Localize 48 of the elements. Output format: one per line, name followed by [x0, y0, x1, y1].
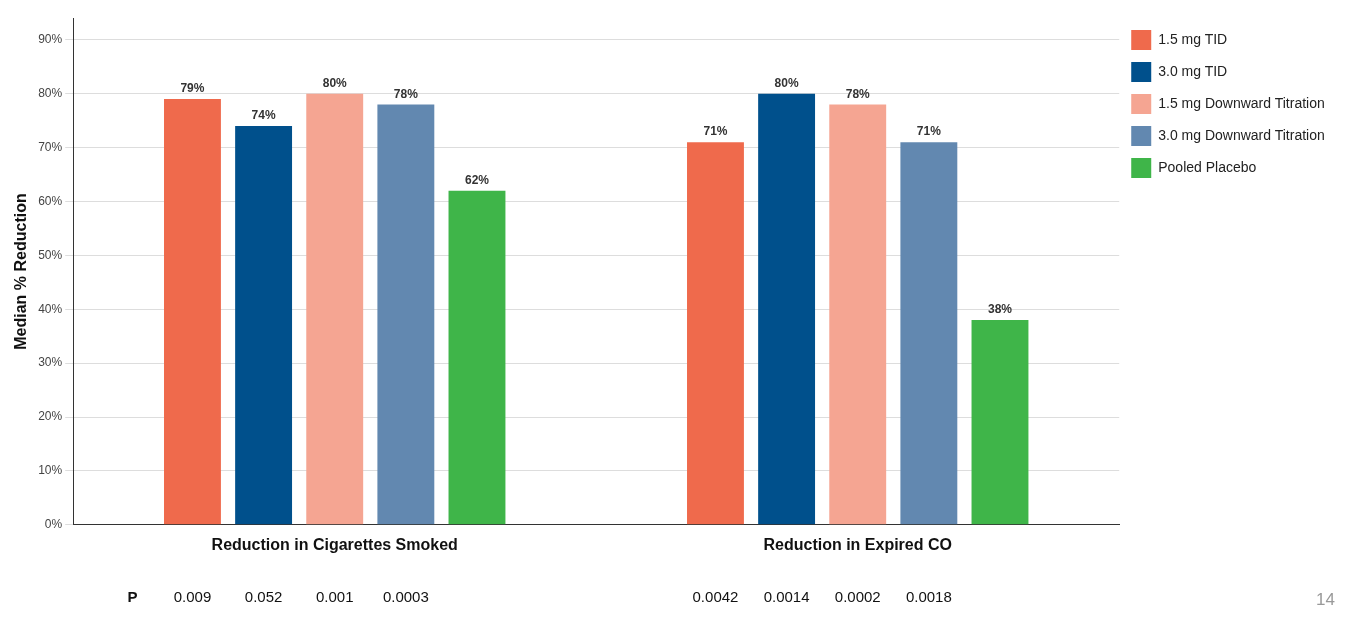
data-label: 80% [774, 75, 799, 90]
legend-label: 3.0 mg TID [1158, 62, 1228, 79]
bar [377, 104, 435, 525]
y-axis-title: Median % Reduction [12, 193, 30, 350]
text: 0.0018 [905, 588, 952, 606]
y-tick-label: 60% [38, 193, 63, 208]
legend-label: 1.5 mg TID [1158, 30, 1228, 47]
data-label: 79% [180, 81, 205, 96]
bar [829, 104, 887, 525]
y-tick-label: 10% [38, 463, 63, 478]
data-label: 80% [322, 75, 348, 90]
bar [900, 142, 958, 525]
y-tick-label: 30% [38, 355, 63, 370]
y-tick-label: 90% [38, 32, 63, 47]
data-label: 71% [703, 124, 728, 139]
text: 0.009 [173, 588, 212, 606]
y-tick-label: 80% [38, 85, 63, 100]
bar [235, 125, 293, 525]
data-label: 62% [464, 172, 490, 187]
data-label: 74% [251, 108, 276, 123]
data-label: 38% [987, 302, 1013, 317]
bar [971, 320, 1029, 525]
bar [687, 142, 744, 525]
data-label: 71% [916, 124, 942, 139]
legend-label: 1.5 mg Downward Titration [1158, 94, 1325, 111]
text: 0.0002 [834, 588, 881, 606]
bar [306, 93, 364, 525]
text: 0.052 [244, 588, 283, 606]
text: 0.0042 [692, 588, 739, 606]
y-tick-label: 0% [44, 517, 63, 532]
y-tick-label: 20% [38, 409, 63, 424]
text: P [127, 588, 138, 606]
text: 0.0003 [382, 588, 429, 606]
legend-label: Pooled Placebo [1158, 158, 1257, 175]
bar [448, 190, 506, 525]
data-label: 78% [393, 86, 419, 101]
y-tick-label: 70% [38, 139, 63, 154]
text: 0.001 [315, 588, 354, 606]
text: 14 [1316, 589, 1335, 609]
y-tick-label: 50% [38, 247, 63, 262]
data-label: 78% [845, 86, 871, 101]
x-tick-label: Reduction in Expired CO [763, 535, 952, 553]
x-tick-label: Reduction in Cigarettes Smoked [211, 535, 458, 553]
bar [758, 93, 816, 525]
y-tick-label: 40% [38, 301, 63, 316]
bar [164, 99, 221, 525]
text: 0.0014 [763, 588, 810, 606]
legend-label: 3.0 mg Downward Titration [1158, 126, 1325, 143]
